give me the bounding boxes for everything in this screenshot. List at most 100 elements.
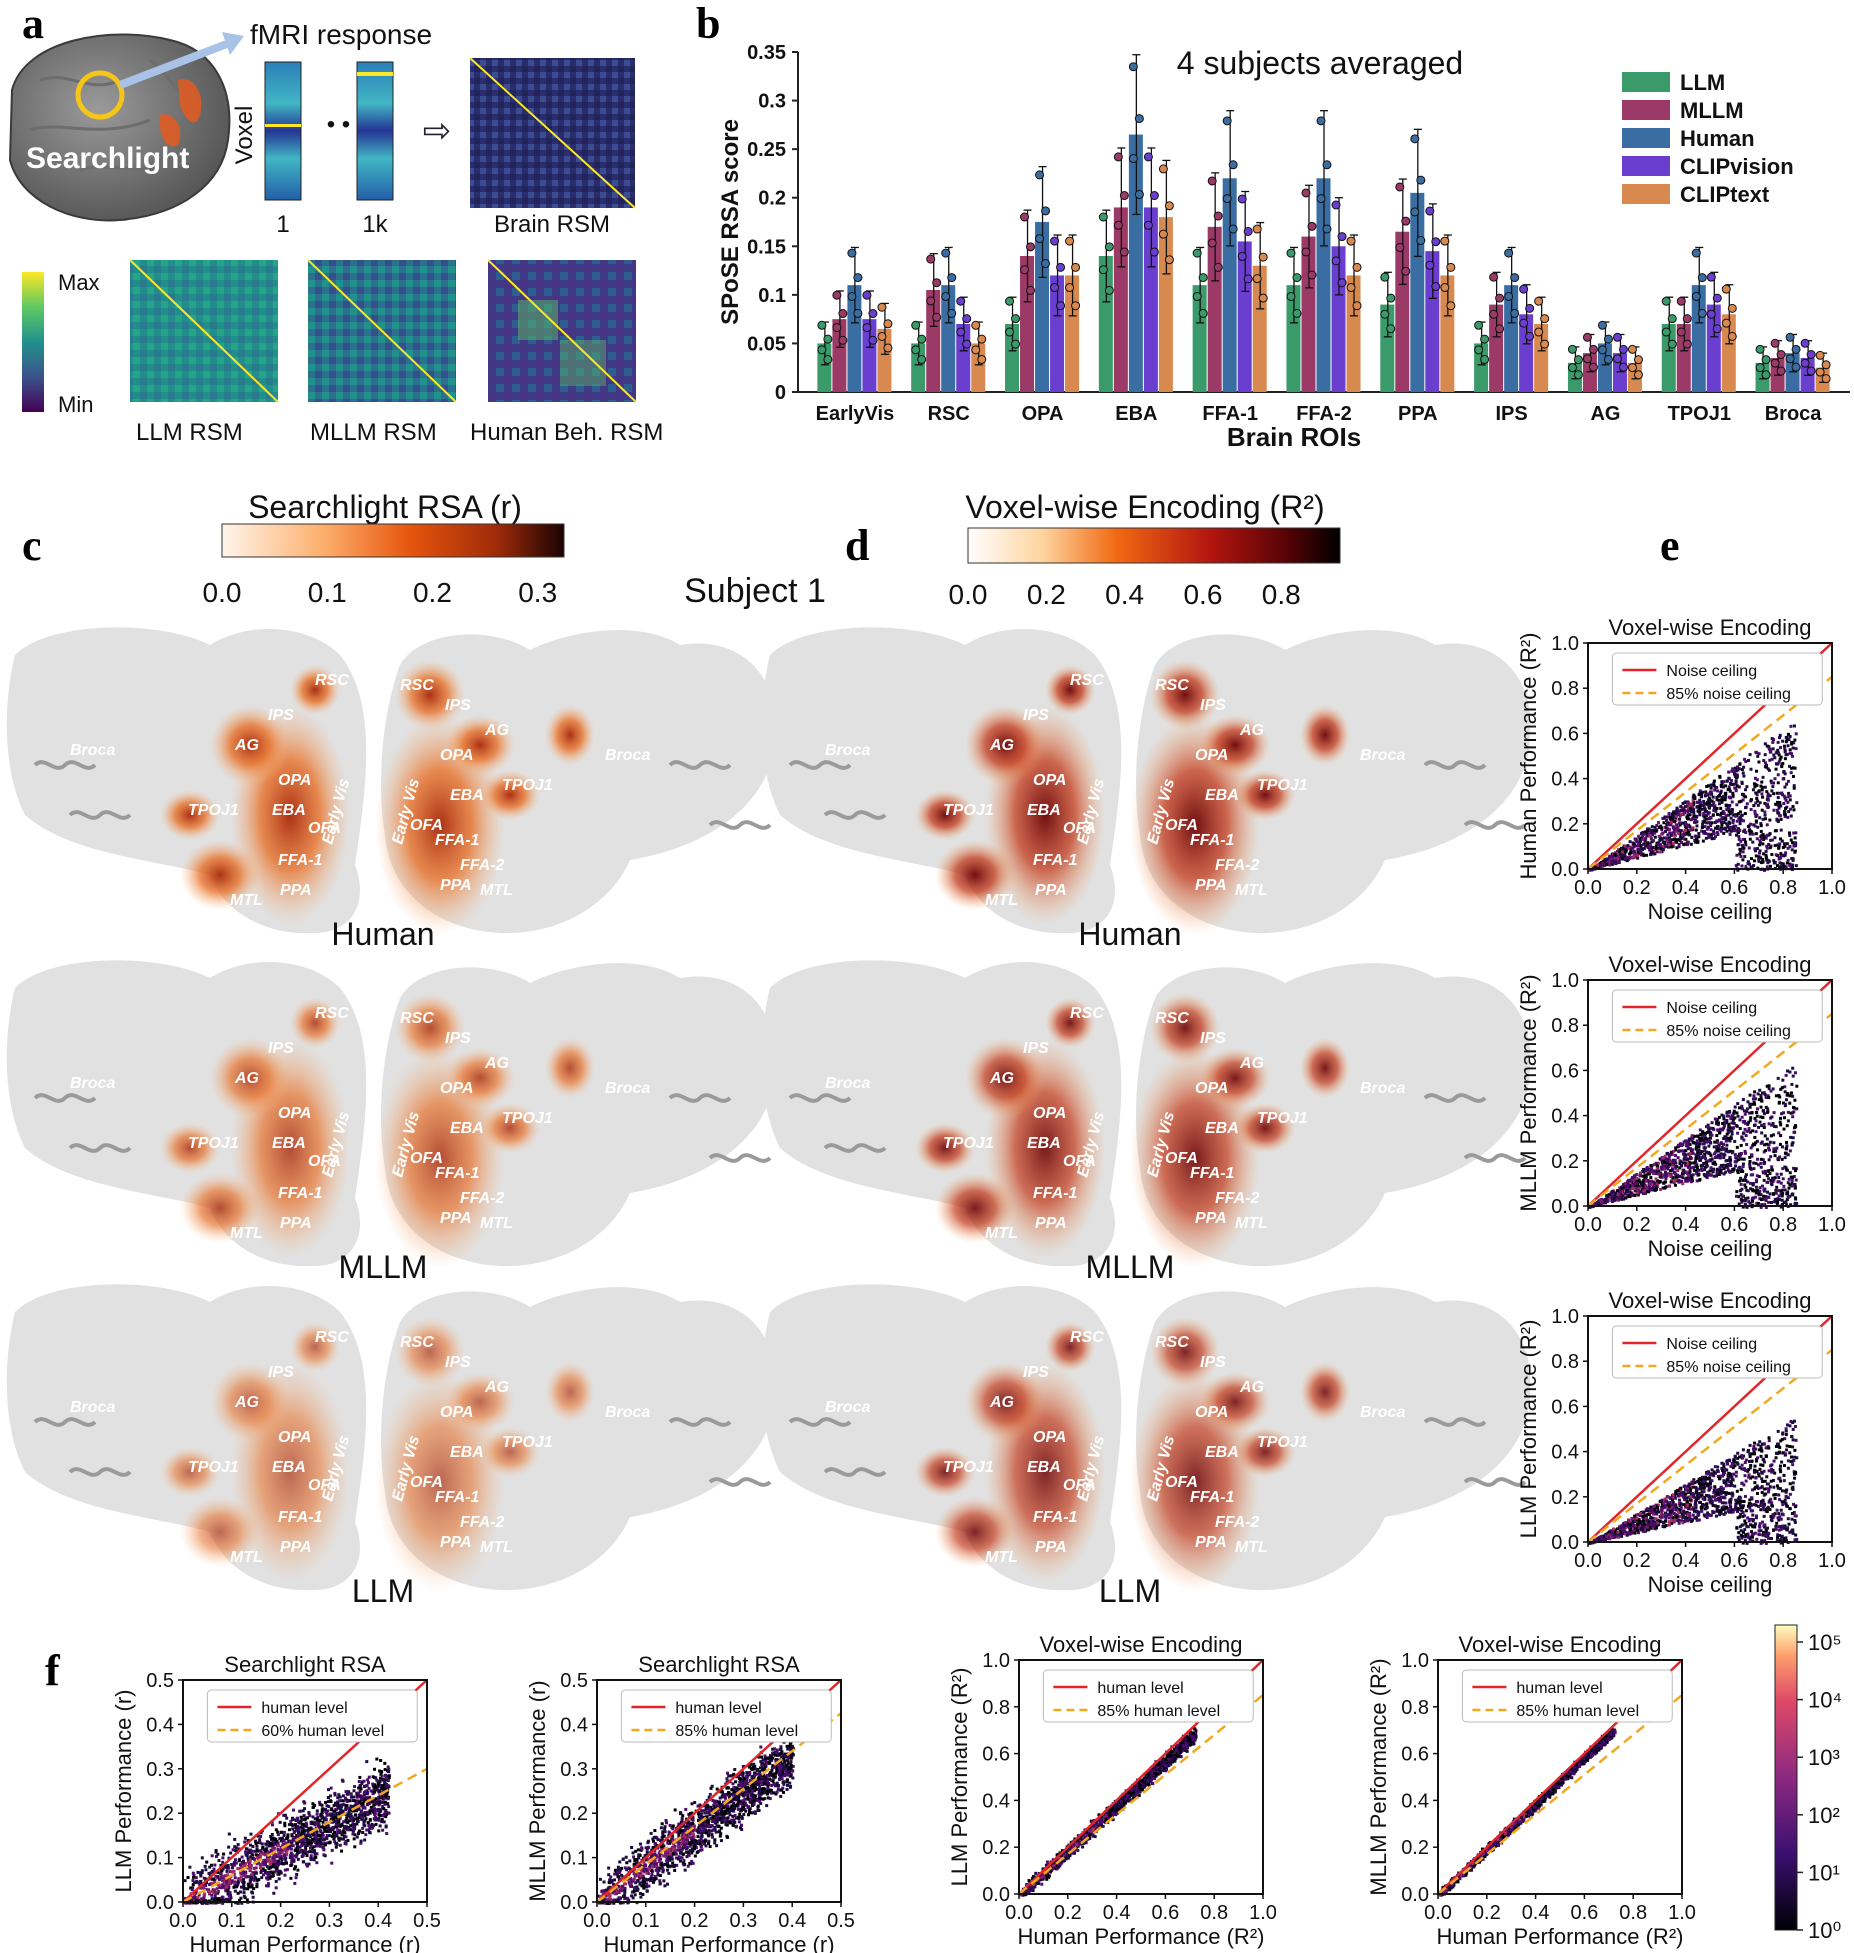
- density-point: [1686, 1179, 1690, 1183]
- density-point: [1779, 865, 1783, 869]
- density-point: [1642, 1169, 1646, 1173]
- density-point: [1639, 832, 1643, 836]
- density-point: [1744, 1173, 1748, 1177]
- roi-label: PPA: [280, 1539, 312, 1556]
- subject-point: [941, 248, 951, 258]
- density-point: [1703, 1166, 1707, 1170]
- density-point: [1704, 810, 1708, 814]
- roi-label: OPA: [1195, 1080, 1228, 1097]
- density-point: [1749, 807, 1753, 811]
- density-point: [1720, 780, 1724, 784]
- density-point: [1659, 845, 1663, 849]
- roi-label: PPA: [440, 877, 472, 894]
- subject-point: [1192, 291, 1202, 301]
- density-point: [1776, 1157, 1780, 1161]
- legend-label: Human: [1680, 126, 1755, 151]
- scatter-e-human: 0.0 0.2 0.4 0.6 0.8 1.00.00.20.40.60.81.0Voxe…: [1516, 615, 1846, 924]
- density-point: [1781, 739, 1785, 743]
- density-point: [1665, 1151, 1669, 1155]
- density-point: [1651, 845, 1655, 849]
- density-point: [1769, 1155, 1773, 1159]
- sulcus: [668, 760, 732, 770]
- density-point: [1765, 833, 1769, 837]
- density-point: [1657, 834, 1661, 838]
- subject-point: [1222, 194, 1232, 204]
- scatter-e-llm: 0.0 0.2 0.4 0.6 0.8 1.00.00.20.40.60.81.0Voxe…: [1516, 1288, 1846, 1597]
- sulcus: [668, 1417, 732, 1427]
- density-point: [1613, 858, 1617, 862]
- density-point: [1779, 837, 1783, 841]
- density-point: [1703, 815, 1707, 819]
- density-point: [1770, 1519, 1774, 1523]
- density-point: [1735, 784, 1739, 788]
- density-point: [1772, 1493, 1776, 1497]
- subject-point: [1322, 224, 1332, 234]
- density-point: [1625, 856, 1629, 860]
- sulcus: [668, 1093, 732, 1103]
- density-point: [1768, 1508, 1772, 1512]
- density-point: [1660, 826, 1664, 830]
- density-point: [1783, 1156, 1787, 1160]
- density-point: [1734, 779, 1738, 783]
- density-point: [1722, 820, 1726, 824]
- density-point: [1733, 1160, 1737, 1164]
- density-point: [1785, 1124, 1789, 1128]
- density-point: [1604, 858, 1608, 862]
- density-point: [1784, 1490, 1788, 1494]
- density-point: [1770, 757, 1774, 761]
- density-point: [1702, 814, 1706, 818]
- density-point: [1604, 1197, 1608, 1201]
- scatter-e-mllm: 0.0 0.2 0.4 0.6 0.8 1.00.00.20.40.60.81.0Voxe…: [1516, 952, 1846, 1261]
- density-point: [1657, 841, 1661, 845]
- density-point: [1648, 1182, 1652, 1186]
- density-point: [1744, 1197, 1748, 1201]
- density-point: [1633, 1189, 1637, 1193]
- density-point: [1786, 1110, 1790, 1114]
- density-point: [1686, 1489, 1690, 1493]
- density-point: [1653, 831, 1657, 835]
- density-point: [1776, 781, 1780, 785]
- density-point: [1772, 753, 1776, 757]
- density-point: [1618, 1186, 1622, 1190]
- density-point: [1762, 1460, 1766, 1464]
- density-point: [1776, 1197, 1780, 1201]
- subject-point: [1691, 291, 1701, 301]
- density-point: [1767, 744, 1771, 748]
- x-tick-label: 0.6: [1720, 1550, 1748, 1572]
- subject-point: [962, 314, 972, 324]
- density-point: [1730, 1132, 1734, 1136]
- roi-label: FFA-1: [1190, 1489, 1235, 1506]
- density-point: [1730, 800, 1734, 804]
- density-point: [1768, 818, 1772, 822]
- density-point: [1780, 791, 1784, 795]
- subject-point: [1065, 236, 1075, 246]
- roi-label: TPOJ1: [1257, 777, 1308, 794]
- density-point: [1753, 1487, 1757, 1491]
- density-point: [1708, 1133, 1712, 1137]
- density-point: [1763, 1134, 1767, 1138]
- density-point: [1784, 1102, 1788, 1106]
- density-point: [1752, 782, 1756, 786]
- density-point: [1773, 1471, 1777, 1475]
- density-point: [1706, 1123, 1710, 1127]
- density-point: [1707, 1494, 1711, 1498]
- density-point: [1774, 1456, 1778, 1460]
- density-point: [1753, 847, 1757, 851]
- density-point: [1671, 1158, 1675, 1162]
- density-point: [1709, 1173, 1713, 1177]
- subject-point: [1706, 309, 1716, 319]
- density-point: [1701, 1497, 1705, 1501]
- density-point: [1654, 1181, 1658, 1185]
- x-tick-label: 0.2: [1623, 1550, 1651, 1572]
- density-point: [1792, 1174, 1796, 1178]
- density-point: [1685, 832, 1689, 836]
- density-point: [1793, 1455, 1797, 1459]
- density-point: [315, 1812, 319, 1816]
- density-point: [1649, 845, 1653, 849]
- roi-label: AG: [989, 737, 1014, 754]
- encoding-cbar-tick: 0.2: [1027, 579, 1066, 610]
- density-point: [1774, 1191, 1778, 1195]
- density-point: [1664, 1177, 1668, 1181]
- density-point: [1716, 812, 1720, 816]
- density-point: [1688, 1495, 1692, 1499]
